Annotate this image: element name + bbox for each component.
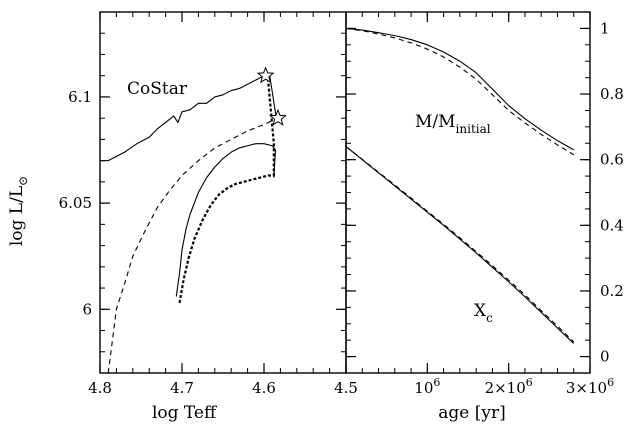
- left-x-tick-label: 4.8: [88, 379, 112, 397]
- left-x-tick-label: 4.5: [334, 379, 358, 397]
- right-series-3: [346, 146, 575, 343]
- left-series-3: [178, 79, 275, 304]
- right-frame: [345, 11, 591, 374]
- right-x-tick-label: 106: [414, 376, 440, 397]
- right-y-tick-label: 0.2: [600, 282, 624, 300]
- star-marker-0: [256, 66, 275, 84]
- right-y-tick-label: 0.6: [600, 151, 624, 169]
- left-panel: 4.8 4.7 4.6 4.5 6 6.05 6.1: [59, 11, 358, 397]
- right-series-2: [346, 146, 575, 344]
- left-series-0: [100, 73, 271, 162]
- left-y-tick-label: 6.05: [59, 194, 92, 212]
- star-marker-1: [269, 108, 287, 126]
- right-y-tick-label: 0: [600, 348, 610, 366]
- right-y-tick-label: 1: [600, 19, 610, 37]
- left-y-tick-label: 6: [82, 300, 92, 318]
- costar-label: CoStar: [127, 79, 188, 99]
- right-y-tick-label: 0.8: [600, 85, 624, 103]
- left-y-tick-label: 6.1: [68, 88, 92, 106]
- left-xlabel: log Teff: [152, 403, 218, 423]
- left-series-1: [175, 143, 277, 297]
- left-ylabel: log L/L⊙: [7, 176, 30, 246]
- mass-ratio-label: M/Minitial: [415, 112, 491, 136]
- right-series-0: [346, 27, 575, 151]
- left-x-tick-label: 4.7: [170, 379, 194, 397]
- left-series-2: [107, 117, 279, 373]
- right-y-tick-label: 0.4: [600, 216, 624, 234]
- right-panel: 106 2×106 3×106 0 0.2 0.4 0.6 0.8 1: [345, 11, 624, 397]
- right-x-tick-label: 2×106: [485, 376, 533, 397]
- left-x-tick-label: 4.6: [252, 379, 276, 397]
- right-series-1: [346, 27, 575, 156]
- right-xlabel: age [yr]: [438, 403, 505, 423]
- xc-label: Xc: [474, 301, 493, 325]
- right-x-tick-label: 3×106: [566, 376, 614, 397]
